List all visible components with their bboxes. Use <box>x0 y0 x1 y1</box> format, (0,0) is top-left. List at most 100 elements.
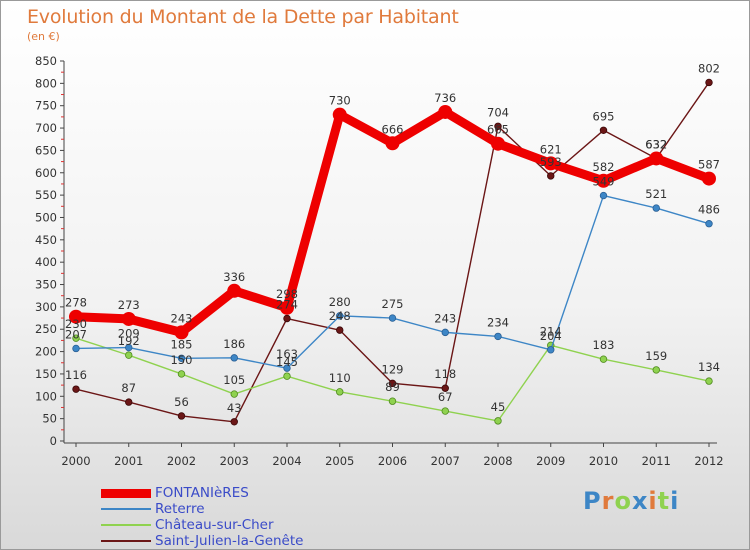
y-tick-label: 500 <box>35 210 57 224</box>
data-point <box>702 171 716 186</box>
data-label: 582 <box>593 160 615 174</box>
x-tick-label: 2003 <box>220 454 249 468</box>
data-point <box>441 328 449 337</box>
y-tick-label: 150 <box>35 367 57 381</box>
data-point <box>177 354 186 362</box>
data-label: 248 <box>329 309 351 323</box>
data-point <box>438 104 453 119</box>
data-label: 695 <box>593 109 615 123</box>
data-point <box>385 136 400 151</box>
y-tick-label: 650 <box>35 143 57 157</box>
data-point <box>230 354 238 362</box>
data-label: 243 <box>434 311 456 325</box>
x-tick-label: 2002 <box>167 454 196 468</box>
data-point <box>227 283 242 298</box>
data-label: 521 <box>645 187 667 201</box>
y-tick-label: 800 <box>35 76 57 90</box>
data-label: 298 <box>276 287 298 301</box>
legend-swatch <box>101 524 151 526</box>
x-tick-label: 2000 <box>61 454 90 468</box>
data-label: 110 <box>329 371 351 385</box>
proxiti-logo: Proxiti <box>583 487 679 515</box>
chart-title: Evolution du Montant de la Dette par Hab… <box>27 6 459 28</box>
data-label: 214 <box>540 324 562 338</box>
legend-swatch <box>101 540 151 542</box>
data-point <box>599 191 608 200</box>
x-tick-label: 2006 <box>378 454 407 468</box>
data-label: 67 <box>438 390 453 404</box>
x-tick-label: 2009 <box>536 454 565 468</box>
data-label: 87 <box>121 381 136 395</box>
data-label: 118 <box>434 367 456 381</box>
data-point <box>599 355 608 363</box>
y-tick-label: 350 <box>35 278 57 292</box>
data-point <box>543 156 558 171</box>
data-point <box>441 384 449 392</box>
y-tick-label: 850 <box>35 54 57 68</box>
data-point <box>336 312 344 320</box>
data-point <box>494 332 502 341</box>
x-tick-label: 2004 <box>272 454 301 468</box>
data-label: 234 <box>487 315 509 329</box>
data-label: 129 <box>382 362 404 376</box>
data-label: 204 <box>540 329 562 343</box>
brand-letter: r <box>601 487 615 515</box>
data-label: 278 <box>65 296 87 310</box>
data-label: 134 <box>698 360 720 374</box>
data-label: 621 <box>540 142 562 156</box>
data-label: 704 <box>487 105 509 119</box>
y-tick-label: 400 <box>35 255 57 269</box>
data-label: 209 <box>118 327 140 341</box>
legend-item: Saint-Julien-la-Genête <box>101 533 341 549</box>
data-point <box>283 364 291 372</box>
data-point <box>652 204 660 212</box>
data-point <box>280 300 294 315</box>
legend-label: FONTANIèRES <box>155 485 249 501</box>
y-tick-label: 250 <box>35 322 57 336</box>
data-label: 632 <box>645 137 667 151</box>
y-tick-label: 0 <box>50 434 57 448</box>
legend-label: Reterre <box>155 501 205 517</box>
data-point <box>69 309 83 324</box>
legend-item: FONTANIèRES <box>101 485 341 501</box>
legend-item: Reterre <box>101 501 341 517</box>
data-point <box>125 398 133 406</box>
data-label: 105 <box>223 373 245 387</box>
data-point <box>599 126 608 134</box>
data-label: 116 <box>65 368 87 382</box>
data-label: 207 <box>65 327 87 341</box>
data-point <box>596 173 611 188</box>
data-label: 186 <box>223 337 245 351</box>
data-point <box>125 343 133 352</box>
data-label: 185 <box>171 337 193 351</box>
brand-letter: P <box>583 487 602 515</box>
data-point <box>547 346 555 354</box>
data-label: 593 <box>540 155 562 169</box>
data-label: 336 <box>223 270 245 284</box>
data-label: 183 <box>593 338 615 352</box>
legend-item: Château-sur-Cher <box>101 517 341 533</box>
data-label: 280 <box>329 295 351 309</box>
brand-letter: x <box>631 487 649 515</box>
data-point <box>72 385 80 393</box>
data-label: 56 <box>174 395 189 409</box>
y-tick-label: 50 <box>42 412 57 426</box>
data-label: 89 <box>385 380 400 394</box>
data-label: 632 <box>645 137 667 151</box>
data-point <box>230 390 238 398</box>
data-label: 730 <box>329 94 351 108</box>
data-label: 192 <box>118 334 140 348</box>
data-point <box>547 172 555 180</box>
data-point <box>649 151 664 166</box>
data-label: 273 <box>118 298 140 312</box>
data-point <box>230 418 238 426</box>
data-label: 145 <box>276 355 298 369</box>
x-tick-label: 2010 <box>589 454 618 468</box>
data-point <box>336 388 344 396</box>
data-point <box>494 417 502 425</box>
x-tick-label: 2001 <box>114 454 143 468</box>
data-label: 274 <box>276 298 298 312</box>
data-point <box>283 314 291 323</box>
